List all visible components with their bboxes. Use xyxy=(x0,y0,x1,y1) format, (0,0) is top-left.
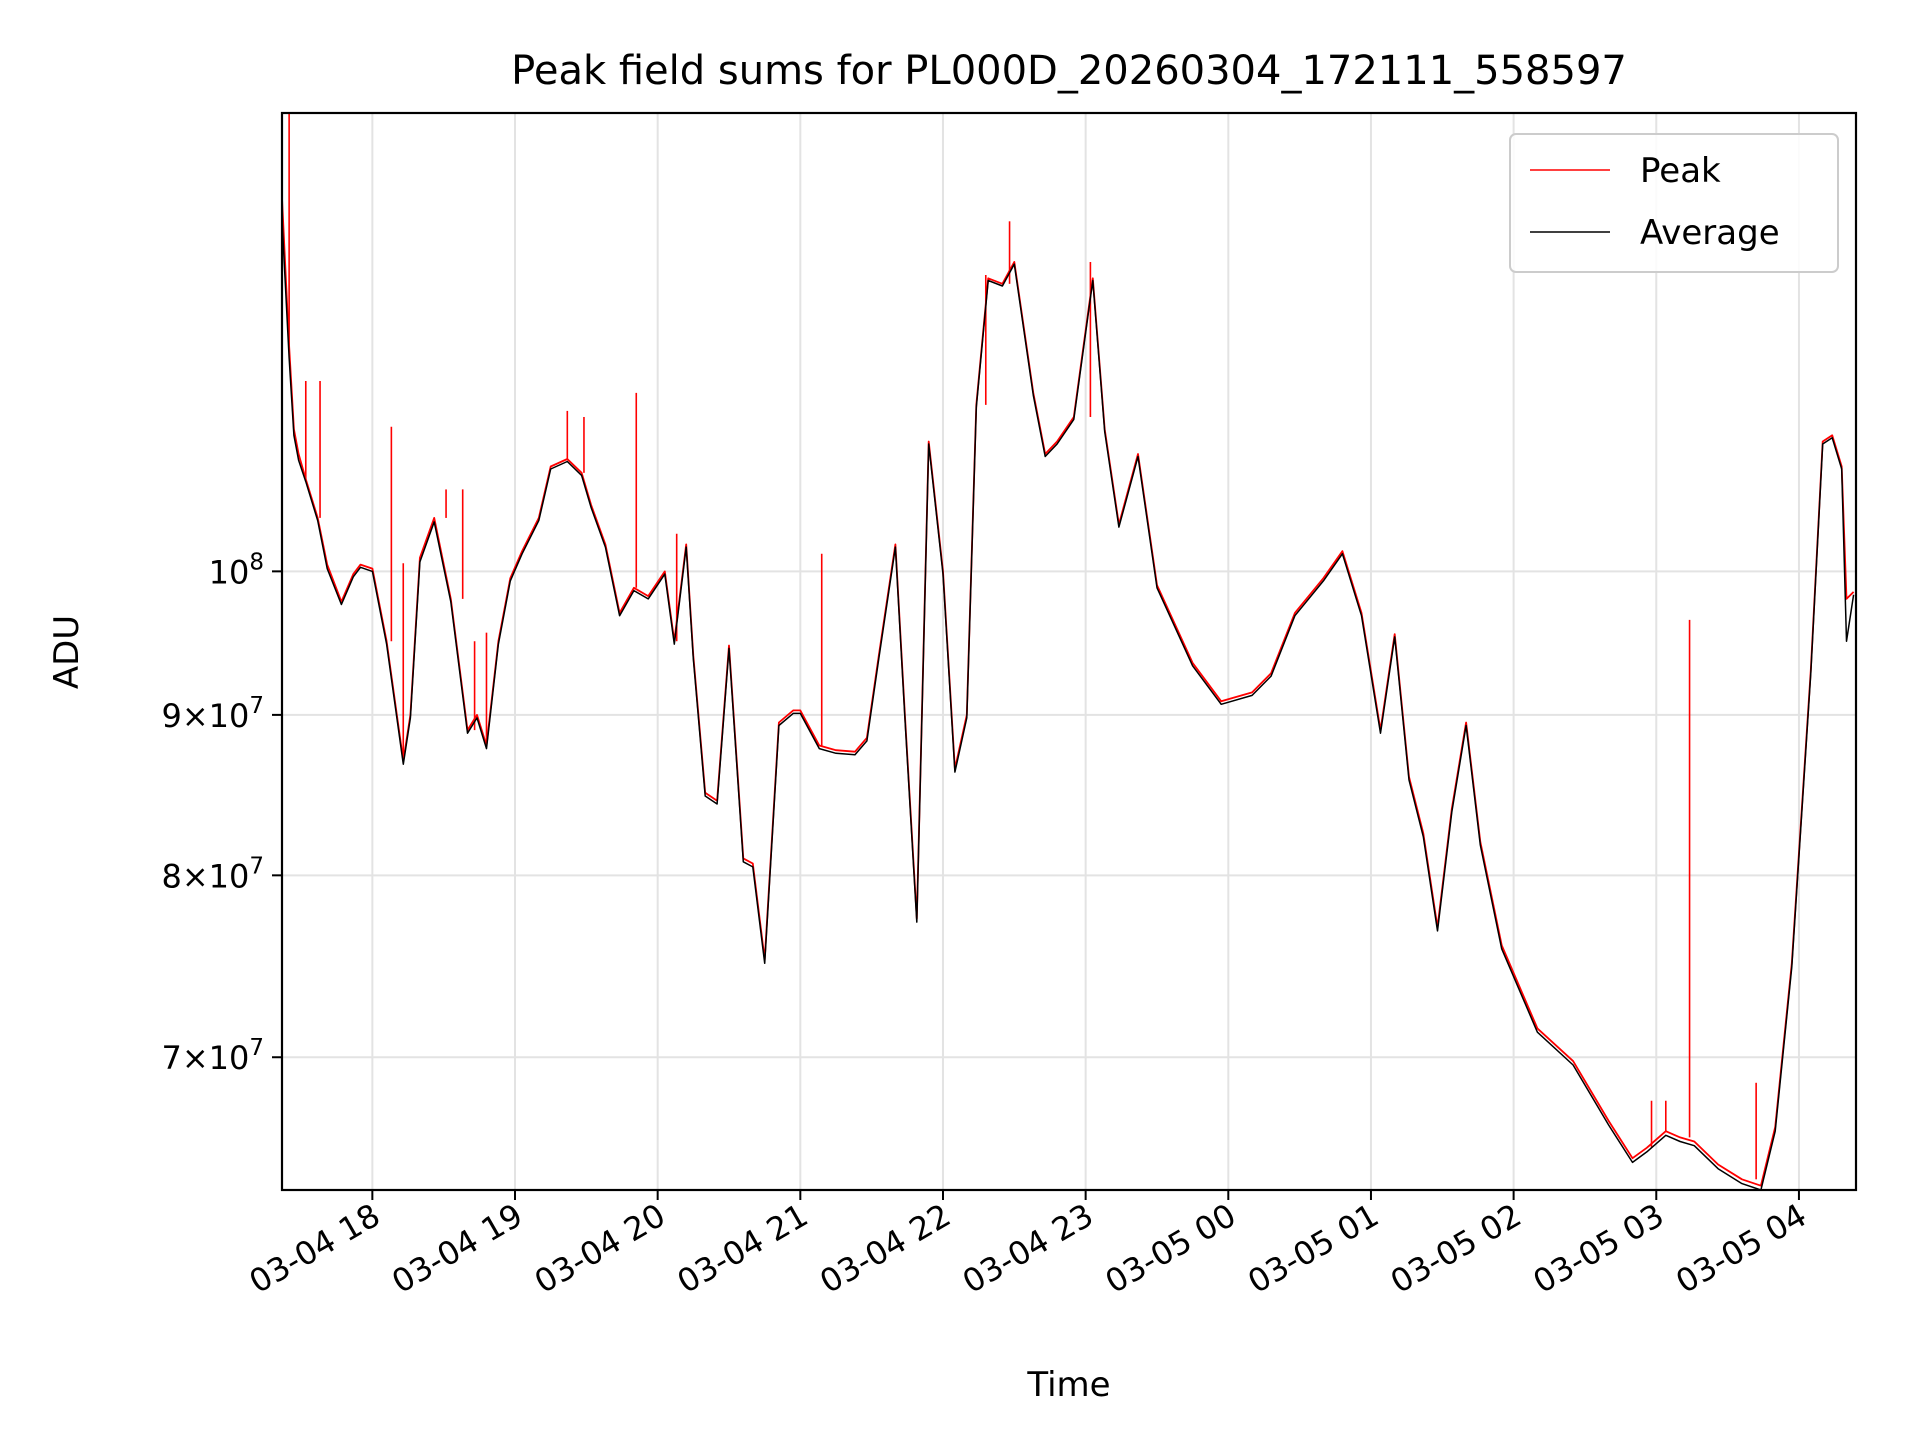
legend-label-average: Average xyxy=(1640,213,1780,253)
y-tick-label: 9×107 xyxy=(161,693,264,735)
series-line-average xyxy=(282,219,1855,1190)
x-axis-label: Time xyxy=(1026,1365,1110,1405)
y-tick-label: 7×107 xyxy=(161,1035,264,1077)
series-layer xyxy=(282,113,1855,1190)
y-tick-label: 108 xyxy=(209,549,264,591)
legend-label-peak: Peak xyxy=(1640,151,1721,191)
legend: Peak Average xyxy=(1509,133,1839,273)
y-tick-label: 8×107 xyxy=(161,853,264,895)
plot-area xyxy=(282,113,1855,1190)
y-axis-ticks: 108 9×107 8×107 7×107 xyxy=(161,549,282,1077)
plot-frame xyxy=(280,111,1858,1192)
grid-layer xyxy=(282,113,1856,1190)
chart-title: Peak field sums for PL000D_20260304_1721… xyxy=(511,48,1627,94)
legend-box xyxy=(1509,133,1839,273)
y-axis-label: ADU xyxy=(47,615,87,689)
